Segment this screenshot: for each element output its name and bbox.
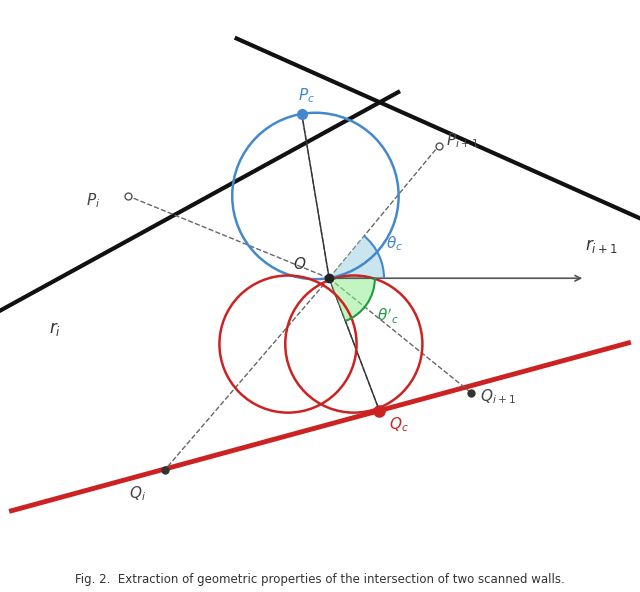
Text: $\theta_c$: $\theta_c$ — [386, 234, 403, 253]
Text: $Q_i$: $Q_i$ — [129, 484, 147, 503]
Wedge shape — [329, 278, 375, 321]
Text: $P_i$: $P_i$ — [86, 191, 100, 210]
Wedge shape — [329, 236, 384, 278]
Text: $\theta'_c$: $\theta'_c$ — [377, 307, 399, 326]
Text: Fig. 2.  Extraction of geometric properties of the intersection of two scanned w: Fig. 2. Extraction of geometric properti… — [75, 573, 565, 586]
Text: $Q_{i+1}$: $Q_{i+1}$ — [480, 388, 516, 407]
Text: $Q_c$: $Q_c$ — [388, 416, 408, 434]
Text: $r_i$: $r_i$ — [49, 320, 61, 337]
Text: $P_{i+1}$: $P_{i+1}$ — [446, 132, 479, 150]
Text: $O$: $O$ — [293, 256, 307, 272]
Text: $r_{i+1}$: $r_{i+1}$ — [585, 237, 618, 255]
Text: $P_c$: $P_c$ — [298, 86, 315, 105]
